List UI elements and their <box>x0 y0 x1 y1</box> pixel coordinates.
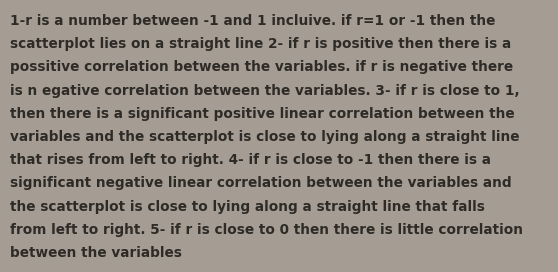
Text: variables and the scatterplot is close to lying along a straight line: variables and the scatterplot is close t… <box>10 130 519 144</box>
Text: then there is a significant positive linear correlation between the: then there is a significant positive lin… <box>10 107 514 121</box>
Text: between the variables: between the variables <box>10 246 182 260</box>
Text: that rises from left to right. 4- if r is close to -1 then there is a: that rises from left to right. 4- if r i… <box>10 153 491 167</box>
Text: significant negative linear correlation between the variables and: significant negative linear correlation … <box>10 177 512 190</box>
Text: possitive correlation between the variables. if r is negative there: possitive correlation between the variab… <box>10 60 513 75</box>
Text: from left to right. 5- if r is close to 0 then there is little correlation: from left to right. 5- if r is close to … <box>10 223 523 237</box>
Text: the scatterplot is close to lying along a straight line that falls: the scatterplot is close to lying along … <box>10 200 485 214</box>
Text: scatterplot lies on a straight line 2- if r is positive then there is a: scatterplot lies on a straight line 2- i… <box>10 37 511 51</box>
Text: is n egative correlation between the variables. 3- if r is close to 1,: is n egative correlation between the var… <box>10 84 519 98</box>
Text: 1-r is a number between -1 and 1 incluive. if r=1 or -1 then the: 1-r is a number between -1 and 1 incluiv… <box>10 14 496 28</box>
